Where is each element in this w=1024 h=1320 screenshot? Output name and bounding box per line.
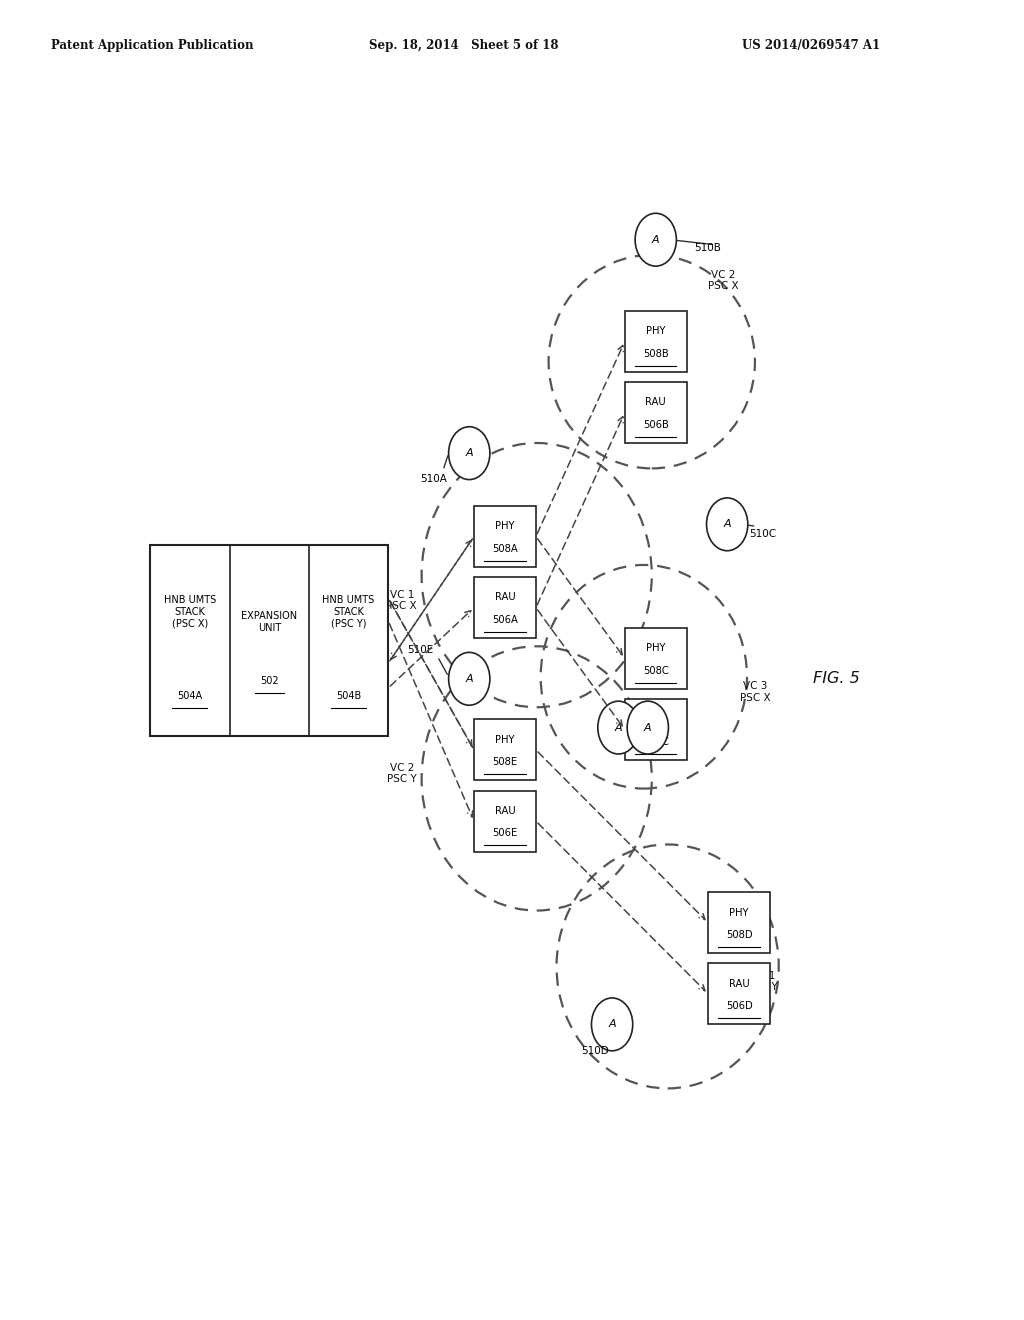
Text: 508A: 508A — [493, 544, 518, 553]
Text: 508C: 508C — [643, 665, 669, 676]
Text: A: A — [723, 519, 731, 529]
Text: 506B: 506B — [643, 420, 669, 430]
Text: HNB UMTS
STACK
(PSC X): HNB UMTS STACK (PSC X) — [164, 595, 216, 628]
Text: Patent Application Publication: Patent Application Publication — [51, 38, 254, 51]
Circle shape — [449, 652, 489, 705]
Text: PHY: PHY — [646, 643, 666, 653]
Bar — [625, 381, 687, 444]
Text: A: A — [614, 722, 623, 733]
Text: 508B: 508B — [643, 348, 669, 359]
Text: 510C: 510C — [750, 529, 776, 540]
Bar — [474, 506, 536, 568]
Bar — [709, 964, 770, 1024]
Bar — [709, 892, 770, 953]
Circle shape — [592, 998, 633, 1051]
Bar — [474, 791, 536, 851]
Circle shape — [627, 701, 669, 754]
Text: 506A: 506A — [492, 615, 518, 624]
Text: 510E: 510E — [407, 645, 433, 655]
Text: PHY: PHY — [729, 908, 749, 917]
Text: A: A — [644, 722, 651, 733]
Text: RAU: RAU — [729, 978, 750, 989]
Text: A: A — [652, 235, 659, 244]
Bar — [625, 312, 687, 372]
Text: VC 3
PSC X: VC 3 PSC X — [739, 681, 770, 702]
Text: FIG. 5: FIG. 5 — [812, 672, 859, 686]
Circle shape — [635, 214, 677, 267]
Text: PHY: PHY — [496, 521, 515, 532]
Text: A: A — [466, 673, 473, 684]
Text: 506D: 506D — [726, 1001, 753, 1011]
Text: VC 2
PSC Y: VC 2 PSC Y — [387, 763, 417, 784]
Text: A: A — [608, 1019, 615, 1030]
Bar — [474, 577, 536, 638]
Text: 504A: 504A — [177, 692, 203, 701]
Text: 502: 502 — [260, 676, 279, 686]
Text: 506C: 506C — [643, 737, 669, 747]
Circle shape — [449, 426, 489, 479]
Text: Sep. 18, 2014   Sheet 5 of 18: Sep. 18, 2014 Sheet 5 of 18 — [369, 38, 558, 51]
Text: 508E: 508E — [493, 758, 517, 767]
Text: RAU: RAU — [645, 714, 667, 725]
Text: RAU: RAU — [645, 397, 667, 408]
Text: PHY: PHY — [496, 735, 515, 744]
Text: VC 1
PSC Y: VC 1 PSC Y — [748, 972, 778, 993]
Text: 510B: 510B — [694, 243, 721, 253]
Text: 510D: 510D — [581, 1045, 608, 1056]
Text: RAU: RAU — [495, 593, 515, 602]
Text: HNB UMTS
STACK
(PSC Y): HNB UMTS STACK (PSC Y) — [323, 595, 375, 628]
Text: A: A — [466, 449, 473, 458]
Text: VC 2
PSC X: VC 2 PSC X — [708, 269, 738, 292]
Text: PHY: PHY — [646, 326, 666, 337]
Bar — [625, 700, 687, 760]
Bar — [625, 628, 687, 689]
Circle shape — [707, 498, 748, 550]
Bar — [151, 545, 388, 735]
Text: US 2014/0269547 A1: US 2014/0269547 A1 — [742, 38, 881, 51]
Circle shape — [598, 701, 639, 754]
Text: EXPANSION
UNIT: EXPANSION UNIT — [242, 611, 297, 632]
Text: VC 1
PSC X: VC 1 PSC X — [386, 590, 417, 611]
Text: RAU: RAU — [495, 807, 515, 816]
Text: 504B: 504B — [336, 692, 361, 701]
Text: 506E: 506E — [493, 828, 517, 838]
Bar — [474, 719, 536, 780]
Text: 510A: 510A — [420, 474, 446, 483]
Text: 508D: 508D — [726, 929, 753, 940]
